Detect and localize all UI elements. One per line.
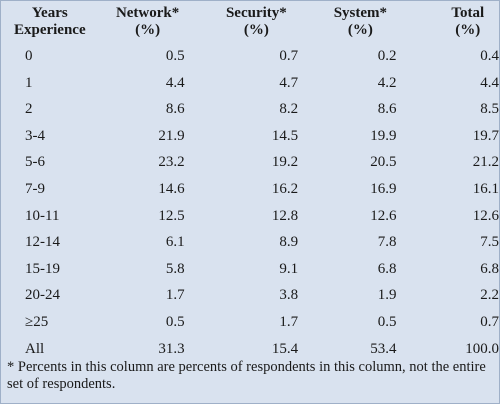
- header-line: Years: [31, 5, 68, 21]
- network-cell: 14.6: [158, 180, 185, 197]
- years-cell: 3-4: [25, 127, 45, 144]
- security-cell: 8.2: [279, 101, 299, 118]
- network-cell: 0.5: [165, 313, 185, 330]
- header-years: Years Experience: [7, 5, 93, 43]
- security-cell: 15.4: [271, 340, 299, 357]
- total-cell: 0.4: [480, 48, 499, 64]
- system-cell: 12.6: [370, 207, 397, 224]
- header-line: System*: [333, 5, 388, 21]
- header-line: (%): [135, 22, 161, 38]
- table-row: 7-9 14.6 16.2 16.9 16.1: [7, 176, 499, 203]
- table-row: 15-19 5.8 9.1 6.8 6.8: [7, 256, 499, 283]
- security-cell: 12.8: [271, 207, 299, 224]
- header-line: Total: [451, 5, 485, 21]
- header-network: Network* (%): [93, 5, 185, 43]
- years-cell: 10-11: [25, 207, 60, 224]
- header-system: System* (%): [298, 5, 396, 43]
- system-cell: 4.2: [377, 74, 397, 91]
- system-cell: 53.4: [370, 340, 397, 357]
- years-cell: 5-6: [25, 154, 45, 171]
- network-cell: 0.5: [165, 48, 185, 64]
- total-cell: 16.1: [472, 180, 499, 197]
- network-cell: 6.1: [165, 234, 185, 251]
- security-cell: 1.7: [279, 313, 299, 330]
- system-cell: 1.9: [377, 287, 397, 304]
- total-cell: 6.8: [480, 260, 499, 277]
- years-cell: 0: [25, 48, 33, 64]
- total-cell: 7.5: [480, 234, 499, 251]
- network-cell: 31.3: [158, 340, 185, 357]
- network-cell: 5.8: [165, 260, 185, 277]
- security-cell: 4.7: [279, 74, 299, 91]
- system-cell: 0.2: [377, 48, 397, 64]
- total-cell: 4.4: [480, 74, 499, 91]
- header-line: (%): [455, 22, 481, 38]
- experience-table: Years Experience Network* (%) Security* …: [7, 5, 499, 362]
- header-line: (%): [243, 22, 269, 38]
- network-cell: 12.5: [158, 207, 185, 224]
- header-line: Security*: [225, 5, 287, 21]
- total-cell: 2.2: [480, 287, 499, 304]
- header-line: Network*: [115, 5, 180, 21]
- header-security: Security* (%): [185, 5, 299, 43]
- years-cell: 20-24: [25, 287, 60, 304]
- network-cell: 23.2: [158, 154, 185, 171]
- header-line: Experience: [13, 22, 86, 38]
- years-cell: 15-19: [25, 260, 60, 277]
- security-cell: 3.8: [279, 287, 299, 304]
- system-cell: 16.9: [370, 180, 397, 197]
- table-row: 1 4.4 4.7 4.2 4.4: [7, 70, 499, 97]
- system-cell: 8.6: [377, 101, 397, 118]
- total-cell: 0.7: [480, 313, 499, 330]
- table-row: 0 0.5 0.7 0.2 0.4: [7, 43, 499, 70]
- network-cell: 8.6: [165, 101, 185, 118]
- network-cell: 4.4: [165, 74, 185, 91]
- total-cell: 19.7: [472, 127, 499, 144]
- years-cell: 1: [25, 74, 33, 91]
- header-total: Total (%): [397, 5, 499, 43]
- total-cell: 8.5: [480, 101, 499, 118]
- years-cell: All: [25, 340, 45, 357]
- footnote: * Percents in this column are percents o…: [7, 359, 486, 392]
- table-row: 10-11 12.5 12.8 12.6 12.6: [7, 203, 499, 230]
- total-cell: 21.2: [472, 154, 499, 171]
- security-cell: 8.9: [279, 234, 299, 251]
- security-cell: 14.5: [271, 127, 299, 144]
- table-row: 5-6 23.2 19.2 20.5 21.2: [7, 149, 499, 176]
- security-cell: 19.2: [271, 154, 299, 171]
- years-cell: 2: [25, 101, 33, 118]
- security-cell: 0.7: [279, 48, 299, 64]
- system-cell: 6.8: [377, 260, 397, 277]
- system-cell: 7.8: [377, 234, 397, 251]
- header-line: (%): [347, 22, 373, 38]
- table-header: Years Experience Network* (%) Security* …: [7, 5, 499, 43]
- table-row: All 31.3 15.4 53.4 100.0: [7, 336, 499, 363]
- table-row: 2 8.6 8.2 8.6 8.5: [7, 96, 499, 123]
- system-cell: 0.5: [377, 313, 397, 330]
- years-cell: ≥25: [25, 313, 49, 330]
- security-cell: 9.1: [279, 260, 299, 277]
- network-cell: 1.7: [165, 287, 185, 304]
- table-row: 12-14 6.1 8.9 7.8 7.5: [7, 229, 499, 256]
- header-row: Years Experience Network* (%) Security* …: [7, 5, 499, 43]
- table-row: 3-4 21.9 14.5 19.9 19.7: [7, 123, 499, 150]
- table-row: 20-24 1.7 3.8 1.9 2.2: [7, 282, 499, 309]
- security-cell: 16.2: [271, 180, 299, 197]
- years-cell: 7-9: [25, 180, 45, 197]
- table-body: 0 0.5 0.7 0.2 0.4 1 4.4 4.7 4.2 4.4 2 8.6 8.2 8.6 8.5 3…: [7, 43, 499, 362]
- system-cell: 20.5: [370, 154, 397, 171]
- network-cell: 21.9: [158, 127, 185, 144]
- total-cell: 12.6: [472, 207, 499, 224]
- total-cell: 100.0: [465, 340, 499, 357]
- table-row: ≥25 0.5 1.7 0.5 0.7: [7, 309, 499, 336]
- system-cell: 19.9: [370, 127, 397, 144]
- years-cell: 12-14: [25, 234, 60, 251]
